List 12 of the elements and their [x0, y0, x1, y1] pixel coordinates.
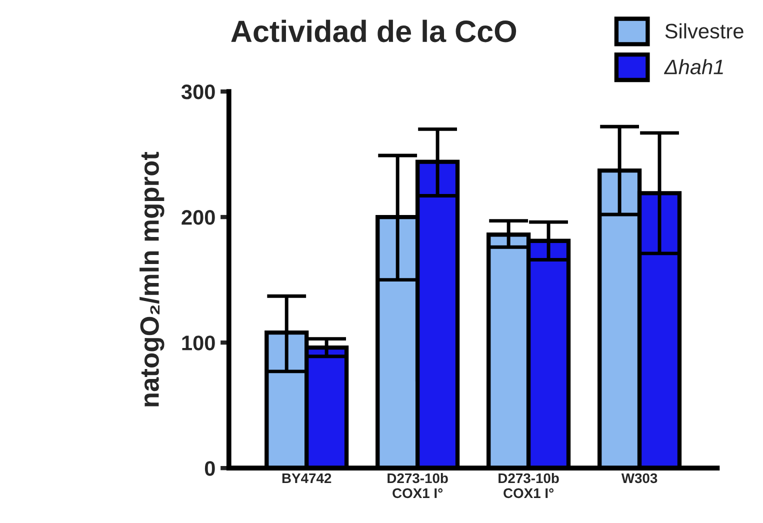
chart-title: Actividad de la CcO [231, 20, 516, 42]
legend-label: Δhah1 [664, 59, 723, 74]
y-tick-label: 300 [181, 84, 215, 100]
y-tick-label: 0 [204, 461, 215, 476]
y-tick-label: 200 [182, 210, 215, 225]
x-tick-label: D273-10b COX1 I° [388, 472, 448, 498]
x-tick-label: D273-10b COX1 I° [498, 472, 559, 498]
y-tick-label: 100 [182, 336, 215, 350]
legend-label: Silvestre [665, 23, 744, 39]
x-tick-label: W303 [621, 473, 658, 484]
y-axis-title: natogO₂/mln mgprot [140, 152, 164, 406]
x-tick-label: BY4742 [282, 473, 332, 484]
